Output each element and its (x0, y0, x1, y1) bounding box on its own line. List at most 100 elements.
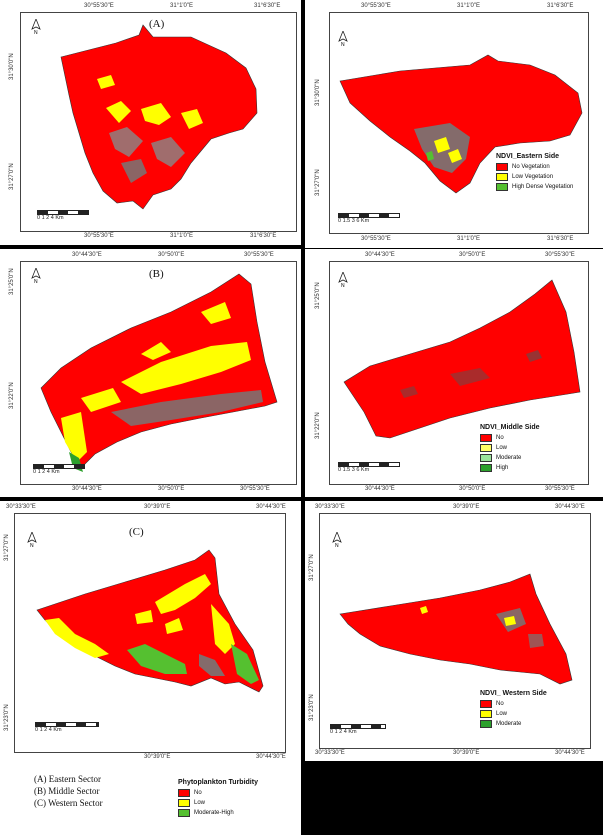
legend-item: No (178, 789, 258, 797)
legend-title: Phytoplankton Turbidity (178, 779, 258, 786)
side-coord: 31°22'0"N (315, 412, 321, 439)
top-coord: 30°39'0"E (453, 504, 480, 510)
legend-item: Moderate-High (178, 809, 258, 817)
scale-bar: 0 1 2 4 Km (330, 724, 390, 738)
panel-a-eastern-turbidity: 30°55'30"E 31°1'0"E 31°6'30"E N (A) 0 1 … (0, 0, 301, 245)
panel-label: (B) (149, 268, 164, 280)
bottom-coord: 30°33'30"E (315, 750, 345, 756)
scale-bar: 0 1.5 3 6 Km (338, 213, 408, 227)
legend-item: Low (480, 444, 540, 452)
top-coord: 31°1'0"E (170, 3, 194, 9)
legend-item: Low (480, 710, 547, 718)
sector-map (339, 54, 583, 194)
sector-map (36, 549, 264, 693)
sector-map (343, 279, 581, 439)
bottom-coord: 30°50'0"E (158, 486, 185, 492)
bottom-coord: 31°6'30"E (547, 236, 574, 242)
turbidity-legend: Phytoplankton Turbidity No Low Moderate-… (178, 779, 258, 819)
top-coord: 30°55'30"E (545, 252, 575, 258)
svg-text:N: N (34, 30, 38, 35)
panel-middle-ndvi: 30°44'30"E 30°50'0"E 30°55'30"E N NDVI_M… (305, 249, 603, 497)
top-coord: 30°44'30"E (72, 252, 102, 258)
side-coord: 31°22'0"N (9, 382, 15, 409)
map-frame: N (B) 0 1 2 4 Km (20, 261, 297, 485)
panel-b-middle-turbidity: 30°44'30"E 30°50'0"E 30°55'30"E N (B) 0 … (0, 249, 301, 497)
bottom-coord: 30°39'0"E (144, 754, 171, 760)
sector-key: (A) Eastern Sector (B) Middle Sector (C)… (34, 773, 103, 809)
legend: NDVI_Middle Side No Low Moderate High (480, 424, 540, 474)
map-frame: N (A) 0 1 2 4 Km (20, 12, 297, 232)
svg-text:N: N (335, 543, 339, 548)
sector-map (60, 24, 258, 210)
bottom-coord: 30°55'30"E (84, 233, 114, 239)
svg-text:N: N (34, 279, 38, 284)
bottom-coord: 31°1'0"E (457, 236, 481, 242)
top-coord: 30°33'30"E (6, 504, 36, 510)
bottom-coord: 30°39'0"E (453, 750, 480, 756)
bottom-coord: 30°55'30"E (361, 236, 391, 242)
legend: NDVI_ Western Side No Low Moderate (480, 690, 547, 730)
legend-item: Moderate (480, 454, 540, 462)
top-coord: 30°44'30"E (555, 504, 585, 510)
bottom-coord: 31°1'0"E (170, 233, 194, 239)
legend-item: Low Vegetation (496, 173, 573, 181)
sector-map (339, 573, 573, 685)
side-coord: 31°23'0"N (309, 694, 315, 721)
side-coord: 31°23'0"N (4, 704, 10, 731)
map-frame: N NDVI_Eastern Side No Vegetation Low Ve… (329, 12, 589, 234)
scale-bar: 0 1 2 4 Km (35, 722, 105, 736)
svg-text:N: N (341, 283, 345, 288)
north-arrow-icon: N (31, 19, 41, 35)
bottom-coord: 30°44'30"E (72, 486, 102, 492)
scale-bar: 0 1 2 4 Km (33, 464, 93, 478)
map-frame: N NDVI_Middle Side No Low Moderate High … (329, 261, 589, 485)
legend-item: No (480, 434, 540, 442)
panel-label: (A) (149, 18, 165, 30)
top-coord: 31°1'0"E (457, 3, 481, 9)
top-coord: 31°6'30"E (254, 3, 281, 9)
legend-item: High (480, 464, 540, 472)
top-coord: 30°44'30"E (256, 504, 286, 510)
panel-label: (C) (129, 526, 144, 538)
top-coord: 30°50'0"E (158, 252, 185, 258)
side-coord: 31°27'0"N (9, 163, 15, 190)
scale-bar: 0 1.5 3 6 Km (338, 462, 408, 476)
svg-text:N: N (341, 42, 345, 47)
top-coord: 30°39'0"E (144, 504, 171, 510)
legend-title: NDVI_Middle Side (480, 424, 540, 431)
north-arrow-icon: N (31, 268, 41, 284)
side-coord: 31°27'0"N (309, 554, 315, 581)
north-arrow-icon: N (338, 31, 348, 47)
svg-text:N: N (30, 543, 34, 548)
top-coord: 30°55'30"E (84, 3, 114, 9)
legend-item: No (480, 700, 547, 708)
legend: NDVI_Eastern Side No Vegetation Low Vege… (496, 153, 573, 193)
map-frame: N (C) 0 1 2 4 Km (14, 513, 286, 753)
bottom-coord: 30°55'30"E (545, 486, 575, 492)
top-coord: 30°44'30"E (365, 252, 395, 258)
top-coord: 30°55'30"E (361, 3, 391, 9)
bottom-coord: 31°6'30"E (250, 233, 277, 239)
legend-item: High Dense Vegetation (496, 183, 573, 191)
north-arrow-icon: N (27, 532, 37, 548)
side-coord: 31°25'0"N (9, 268, 15, 295)
legend-title: NDVI_ Western Side (480, 690, 547, 697)
sector-key-item: (A) Eastern Sector (34, 774, 101, 784)
bottom-coord: 30°44'30"E (555, 750, 585, 756)
scale-bar: 0 1 2 4 Km (37, 210, 97, 224)
top-coord: 31°6'30"E (547, 3, 574, 9)
bottom-legend-panel: (A) Eastern Sector (B) Middle Sector (C)… (0, 765, 301, 835)
north-arrow-icon: N (338, 272, 348, 288)
panel-western-ndvi: 30°33'30"E 30°39'0"E 30°44'30"E N NDVI_ … (305, 501, 603, 761)
sector-map (40, 273, 278, 472)
side-coord: 31°25'0"N (315, 282, 321, 309)
bottom-coord: 30°44'30"E (365, 486, 395, 492)
bottom-coord: 30°44'30"E (256, 754, 286, 760)
panel-c-western-turbidity: 30°33'30"E 30°39'0"E 30°44'30"E N (C) 0 … (0, 501, 301, 765)
legend-item: Low (178, 799, 258, 807)
bottom-coord: 30°55'30"E (240, 486, 270, 492)
top-coord: 30°33'30"E (315, 504, 345, 510)
bottom-coord: 30°50'0"E (459, 486, 486, 492)
panel-eastern-ndvi: 30°55'30"E 31°1'0"E 31°6'30"E N NDVI_Eas… (305, 0, 603, 248)
top-coord: 30°55'30"E (244, 252, 274, 258)
